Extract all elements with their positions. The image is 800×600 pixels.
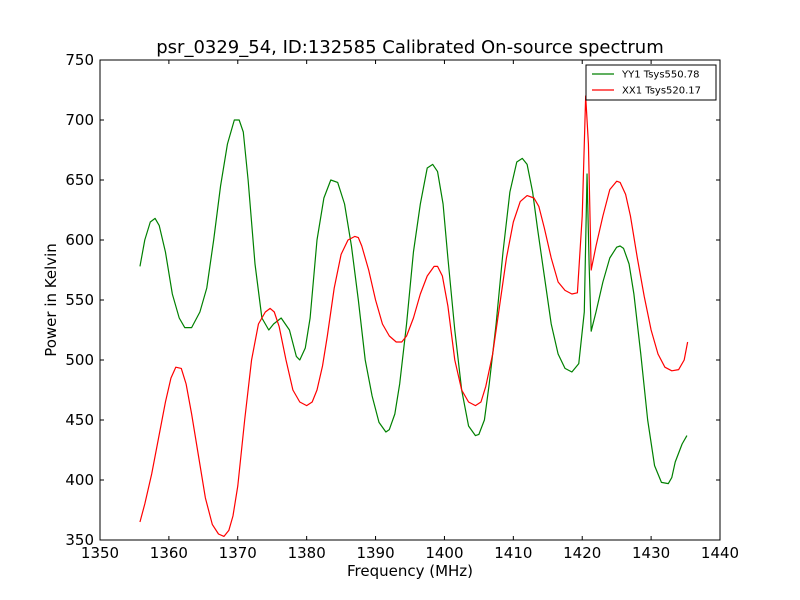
y-tick-label: 450 (65, 411, 94, 429)
plot-area: 1350 1360 1370 1380 1390 1400 1410 1420 1430 1440… (65, 51, 739, 562)
y-tick-label: 400 (65, 471, 94, 489)
x-tick-label: 1360 (150, 544, 188, 562)
y-tick-label: 550 (65, 291, 94, 309)
x-tick-label: 1380 (288, 544, 326, 562)
plot-frame (99, 59, 721, 541)
x-tick-label: 1420 (563, 544, 601, 562)
y-tick-label: 700 (65, 111, 94, 129)
y-tick-label: 600 (65, 231, 94, 249)
series-line-yy1 (139, 119, 688, 485)
legend-frame (585, 64, 717, 101)
y-tick-label: 750 (65, 51, 94, 69)
x-tick-label: 1390 (356, 544, 394, 562)
chart-title: psr_0329_54, ID:132585 Calibrated On-sou… (156, 37, 664, 58)
x-tick-label: 1430 (632, 544, 670, 562)
x-tick-label: 1400 (425, 544, 463, 562)
series-line-xx1 (139, 95, 689, 538)
x-tick-label: 1440 (701, 544, 739, 562)
y-tick-label: 500 (65, 351, 94, 369)
y-tick-label: 650 (65, 171, 94, 189)
tick-layer: 1350 1360 1370 1380 1390 1400 1410 1420 1430 1440… (65, 51, 739, 562)
x-tick-label: 1370 (219, 544, 257, 562)
y-axis-label: Power in Kelvin (42, 243, 60, 357)
y-tick-label: 350 (65, 531, 94, 549)
legend-label-yy1: YY1 Tsys550.78 (621, 70, 700, 81)
x-axis-label: Frequency (MHz) (347, 562, 473, 580)
legend-label-xx1: XX1 Tsys520.17 (622, 86, 701, 97)
legend: YY1 Tsys550.78 XX1 Tsys520.17 (585, 64, 717, 101)
series-layer (139, 95, 689, 538)
x-tick-label: 1350 (81, 544, 119, 562)
x-tick-label: 1410 (494, 544, 532, 562)
